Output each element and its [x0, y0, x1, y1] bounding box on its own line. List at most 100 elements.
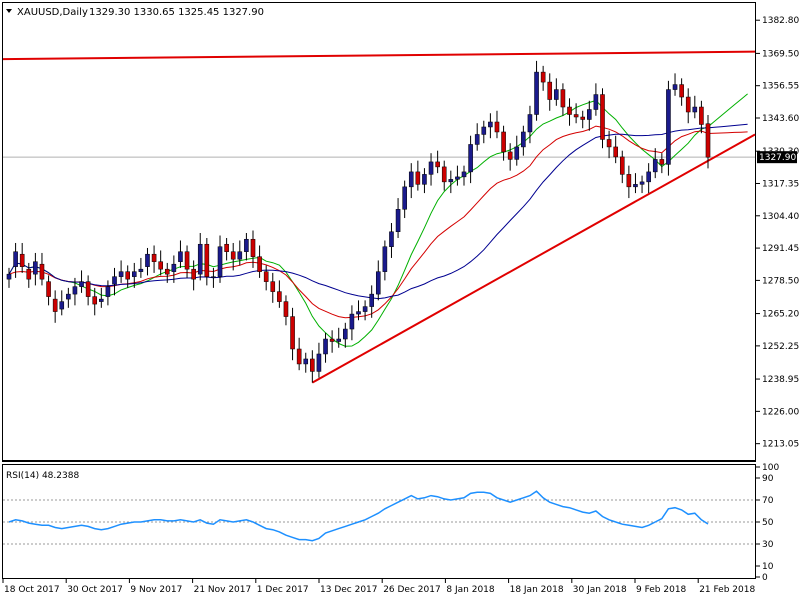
- dropdown-triangle-icon[interactable]: [6, 9, 12, 13]
- rsi-tick-label: 70: [762, 496, 774, 506]
- candle-body: [191, 268, 196, 280]
- candle-body: [230, 251, 236, 260]
- candle-body: [507, 151, 513, 160]
- candle-body: [547, 81, 553, 100]
- candle-body: [92, 296, 98, 305]
- candle-body: [263, 271, 269, 282]
- ma-fast-line: [8, 93, 748, 347]
- candle-body: [705, 123, 711, 158]
- time-tick-label: 18 Jan 2018: [510, 585, 564, 595]
- candle-body: [375, 271, 381, 295]
- candle-body: [692, 106, 698, 113]
- candle-body: [587, 109, 592, 120]
- time-tick-label: 30 Jan 2018: [573, 585, 627, 595]
- candle-body: [151, 253, 157, 262]
- candle-body: [349, 313, 355, 330]
- candle-body: [244, 238, 249, 252]
- candle-body: [323, 338, 328, 355]
- candle-body: [402, 186, 407, 210]
- candle-body: [474, 134, 480, 145]
- candle-body: [441, 166, 447, 183]
- candle-body: [600, 94, 605, 140]
- candle-body: [428, 161, 434, 175]
- candle-body: [356, 311, 361, 315]
- candle-body: [685, 96, 691, 113]
- candle-body: [310, 358, 315, 372]
- price-tick-label: 1382.80: [762, 16, 799, 26]
- candle-body: [567, 106, 572, 115]
- candle-body: [679, 84, 684, 98]
- time-tick-label: 8 Jan 2018: [446, 585, 494, 595]
- current-price-tag: [757, 151, 797, 164]
- ohlc-readout: 1329.30 1330.65 1325.45 1327.90: [89, 7, 264, 18]
- symbol-label: XAUUSD,Daily: [17, 7, 88, 18]
- candle-body: [514, 146, 520, 160]
- candle-body: [606, 139, 612, 148]
- candle-body: [270, 281, 276, 292]
- time-tick-label: 21 Feb 2018: [699, 585, 755, 595]
- candle-body: [316, 353, 322, 372]
- candle-body: [250, 238, 256, 257]
- price-tick-label: 1317.35: [762, 179, 799, 189]
- candle-body: [224, 243, 229, 252]
- candle-body: [138, 268, 144, 272]
- candle-body: [593, 94, 599, 110]
- time-axis: 18 Oct 2017 30 Oct 2017 9 Nov 2017 21 Nov 2…: [2, 579, 755, 595]
- rsi-tick-label: 10: [762, 562, 774, 572]
- moving-averages: [8, 93, 748, 347]
- candle-body: [448, 179, 454, 183]
- candle-body: [435, 161, 440, 168]
- main-panel-frame: [2, 2, 756, 461]
- rsi-panel-frame: [2, 464, 756, 579]
- candle-body: [46, 281, 51, 297]
- price-tick-label: 1369.50: [762, 49, 799, 59]
- candle-body: [217, 246, 223, 277]
- price-tick-label: 1304.40: [762, 212, 799, 222]
- price-tick-label: 1278.50: [762, 276, 799, 286]
- rsi-label: RSI(14) 48.2388: [6, 471, 79, 481]
- price-tick-label: 1252.25: [762, 342, 799, 352]
- price-tick-label: 1238.95: [762, 375, 799, 385]
- rsi-line: [8, 490, 709, 542]
- candle-body: [39, 263, 45, 280]
- candle-body: [85, 281, 91, 297]
- current-price-label: 1327.90: [759, 153, 796, 163]
- candle-body: [652, 159, 658, 173]
- time-tick-label: 13 Dec 2017: [320, 585, 378, 595]
- candle-body: [534, 71, 539, 115]
- candle-body: [362, 306, 368, 312]
- candle-body: [112, 276, 117, 285]
- candle-body: [296, 348, 302, 365]
- candle-body: [66, 293, 71, 300]
- time-tick-label: 21 Nov 2017: [194, 585, 252, 595]
- price-tick-label: 1265.20: [762, 310, 799, 320]
- candle-body: [118, 271, 124, 277]
- rsi-tick-label: 0: [762, 573, 768, 583]
- rsi-tick-label: 30: [762, 540, 774, 550]
- candle-body: [79, 281, 84, 287]
- candle-body: [171, 263, 177, 272]
- time-tick-label: 26 Dec 2017: [383, 585, 441, 595]
- time-tick-label: 1 Dec 2017: [257, 585, 309, 595]
- candle-body: [455, 176, 460, 180]
- candle-body: [283, 301, 289, 317]
- candle-body: [211, 276, 216, 278]
- trendlines: [2, 50, 756, 384]
- candle-body: [613, 146, 618, 158]
- price-tick-label: 1226.00: [762, 407, 799, 417]
- time-tick-label: 30 Oct 2017: [67, 585, 123, 595]
- candle-body: [369, 293, 374, 307]
- resistance-trendline: [2, 50, 756, 61]
- price-tick-label: 1213.05: [762, 440, 799, 450]
- price-tick-label: 1343.60: [762, 114, 799, 124]
- candle-body: [659, 159, 665, 165]
- candle-body: [521, 131, 526, 148]
- candle-body: [422, 174, 427, 185]
- price-tick-label: 1291.45: [762, 244, 799, 254]
- candle-body: [560, 89, 566, 108]
- candle-body: [105, 286, 111, 297]
- candle-body: [184, 251, 190, 270]
- price-axis: 1382.801369.501356.551343.601330.301317.…: [756, 16, 799, 450]
